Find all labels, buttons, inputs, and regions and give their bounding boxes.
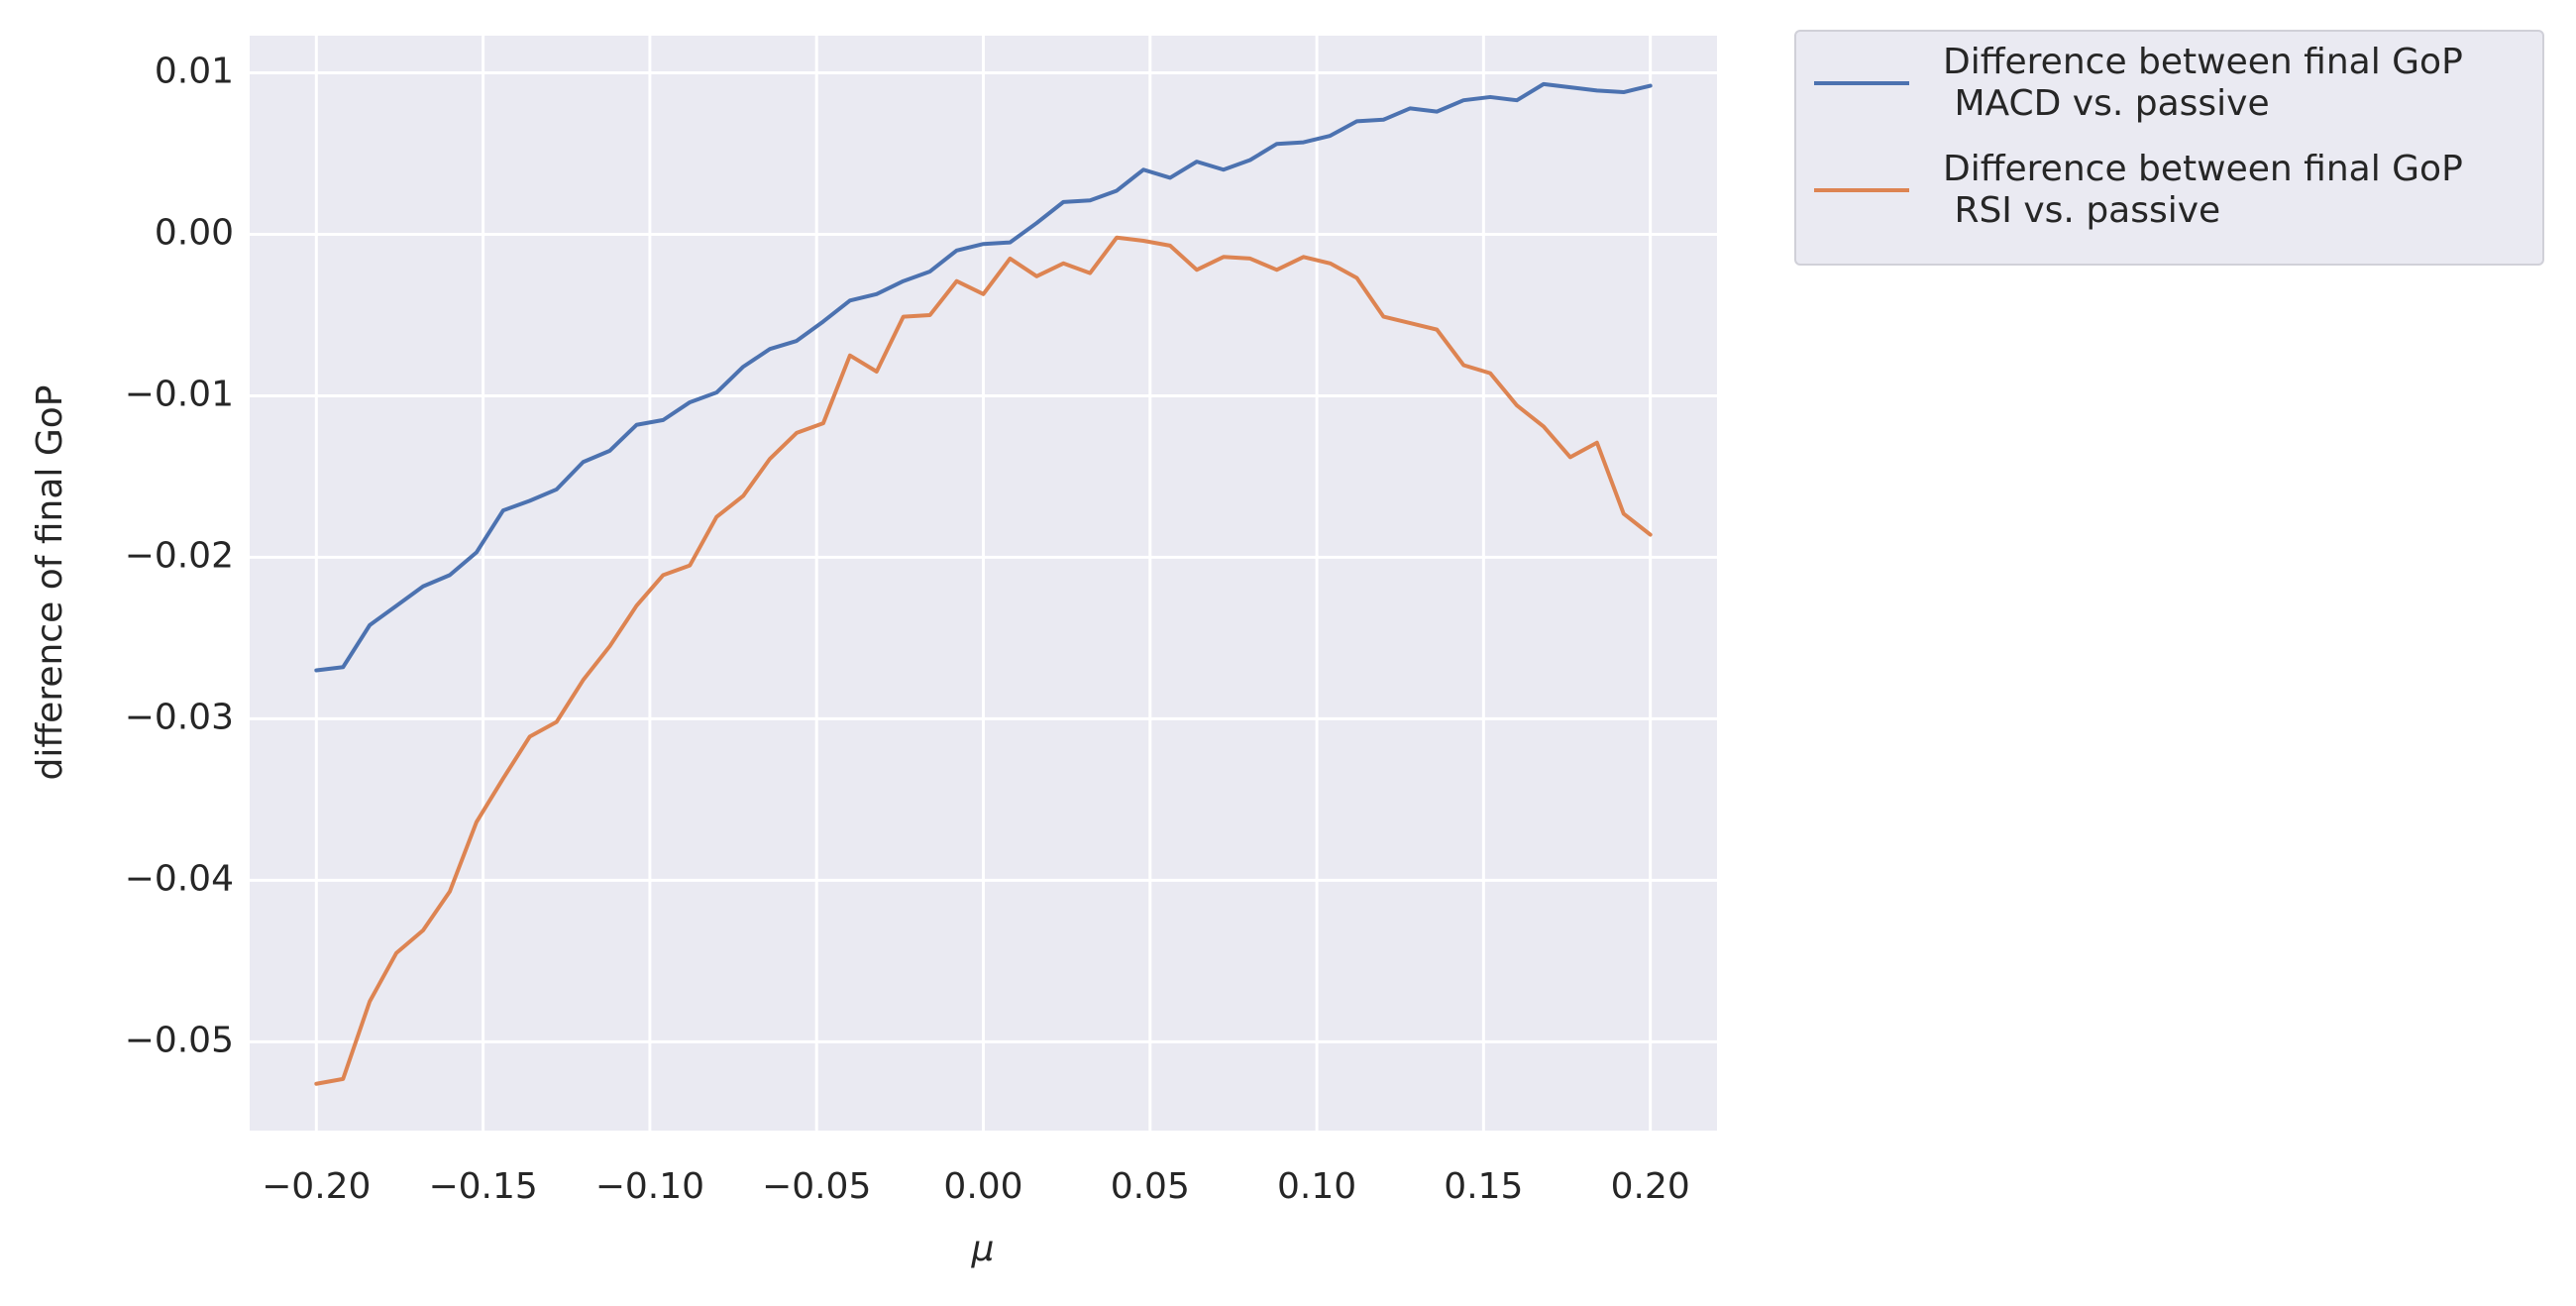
x-tick-label: 0.10 (1277, 1166, 1356, 1207)
x-tick-label: 0.00 (943, 1166, 1022, 1207)
line (314, 81, 1653, 673)
legend-label: Difference between final GoP RSI vs. pas… (1943, 149, 2463, 231)
x-tick-label: 0.15 (1444, 1166, 1523, 1207)
legend-label: Difference between final GoP MACD vs. pa… (1943, 42, 2463, 124)
legend-swatch (1814, 81, 1909, 85)
x-tick-label: 0.05 (1111, 1166, 1190, 1207)
y-tick-label: −0.01 (125, 374, 234, 414)
legend: Difference between final GoP MACD vs. pa… (1794, 30, 2544, 266)
y-tick-label: −0.02 (125, 535, 234, 576)
x-tick-label: −0.10 (595, 1166, 704, 1207)
line (314, 235, 1653, 1086)
legend-entry: Difference between final GoP MACD vs. pa… (1796, 42, 2463, 125)
legend-swatch (1814, 188, 1909, 192)
grid (250, 36, 1717, 1131)
x-tick-label: −0.15 (428, 1166, 537, 1207)
legend-entry: Difference between final GoP RSI vs. pas… (1796, 149, 2463, 232)
x-tick-label: −0.05 (762, 1166, 871, 1207)
y-tick-label: −0.03 (125, 697, 234, 737)
x-tick-label: −0.20 (262, 1166, 371, 1207)
y-tick-label: 0.00 (155, 212, 234, 253)
y-axis-label: difference of final GoP (30, 385, 70, 781)
y-tick-label: −0.05 (125, 1020, 234, 1060)
y-tick-label: 0.01 (155, 51, 234, 91)
y-tick-label: −0.04 (125, 858, 234, 899)
x-tick-label: 0.20 (1611, 1166, 1690, 1207)
x-axis-label: μ (971, 1229, 995, 1269)
